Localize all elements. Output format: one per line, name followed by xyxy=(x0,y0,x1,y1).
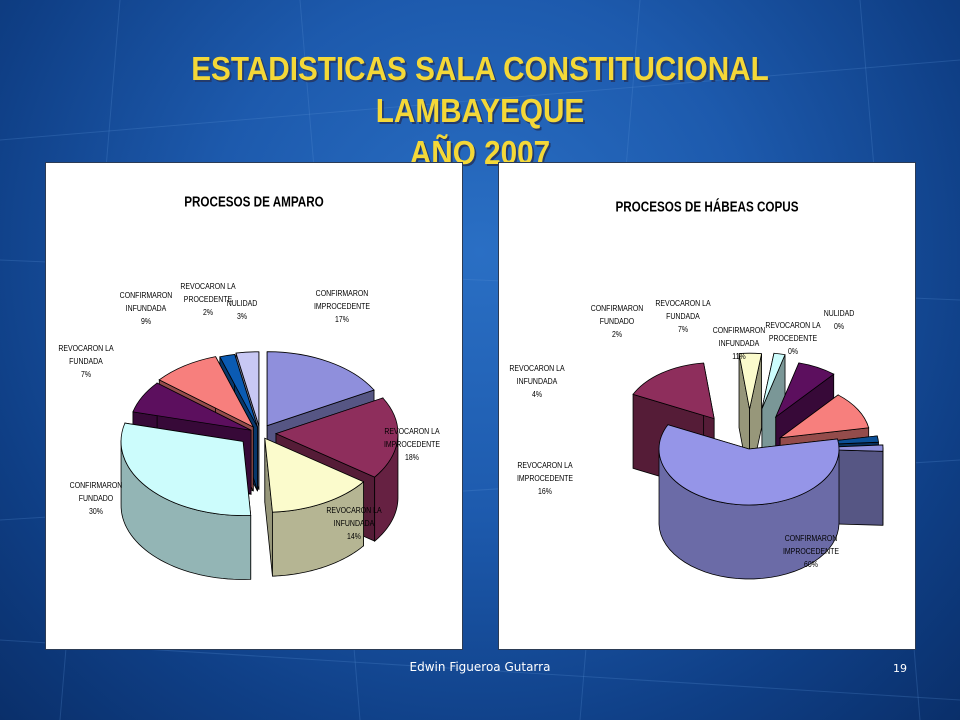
slide-footer: Edwin Figueroa Gutarra xyxy=(409,660,551,674)
habeas-label-revocaron-la-infundada: REVOCARON LA INFUNDADA 4% xyxy=(509,363,565,399)
slide-title-line1: ESTADISTICAS SALA CONSTITUCIONAL LAMBAYE… xyxy=(191,50,769,129)
amparo-pie-chart: PROCESOS DE AMPARO CONFIRMARON IMPROCEDEN… xyxy=(58,193,440,580)
amparo-chart-title: PROCESOS DE AMPARO xyxy=(184,193,324,210)
page-number: 19 xyxy=(893,662,907,675)
amparo-label-nulidad: NULIDAD 3% xyxy=(227,298,258,321)
habeas-label-confirmaron-improcedente: CONFIRMARON IMPROCEDENTE 60% xyxy=(783,533,839,569)
habeas-label-revocaron-la-fundada: REVOCARON LA FUNDADA 7% xyxy=(655,298,711,334)
habeas-label-revocaron-la-improcedente: REVOCARON LA IMPROCEDENTE 16% xyxy=(517,460,573,496)
habeas-label-confirmaron-infundada: CONFIRMARON INFUNDADA 11% xyxy=(713,325,766,361)
amparo-label-confirmaron-infundada: CONFIRMARON INFUNDADA 9% xyxy=(120,290,173,326)
amparo-label-confirmaron-fundado: CONFIRMARON FUNDADO 30% xyxy=(70,480,123,516)
amparo-label-revocaron-la-infundada: REVOCARON LA INFUNDADA 14% xyxy=(326,505,382,541)
habeas-slice-confirmaron-improcedente xyxy=(658,424,840,580)
amparo-label-revocaron-la-procedente: REVOCARON LA PROCEDENTE 2% xyxy=(180,281,236,317)
habeas-label-revocaron-la-procedente: REVOCARON LA PROCEDENTE 0% xyxy=(765,320,821,356)
habeas-chart-panel: PROCESOS DE HÁBEAS COPUS CONFIRMARON IMPR… xyxy=(498,162,916,650)
habeas-chart-title: PROCESOS DE HÁBEAS COPUS xyxy=(615,198,798,215)
amparo-label-confirmaron-improcedente: CONFIRMARON IMPROCEDENTE 17% xyxy=(314,288,370,324)
slide-title: ESTADISTICAS SALA CONSTITUCIONAL LAMBAYE… xyxy=(84,48,876,174)
amparo-chart-panel: PROCESOS DE AMPARO CONFIRMARON IMPROCEDEN… xyxy=(45,162,463,650)
habeas-label-nulidad: NULIDAD 0% xyxy=(824,308,855,331)
amparo-label-revocaron-la-improcedente: REVOCARON LA IMPROCEDENTE 18% xyxy=(384,426,440,462)
habeas-label-confirmaron-fundado: CONFIRMARON FUNDADO 2% xyxy=(591,303,644,339)
amparo-slice-revocaron-la-infundada xyxy=(264,437,365,577)
amparo-label-revocaron-la-fundada: REVOCARON LA FUNDADA 7% xyxy=(58,343,114,379)
amparo-slice-confirmaron-fundado xyxy=(120,422,252,580)
habeas-pie-chart: PROCESOS DE HÁBEAS COPUS CONFIRMARON IMPR… xyxy=(509,198,884,580)
